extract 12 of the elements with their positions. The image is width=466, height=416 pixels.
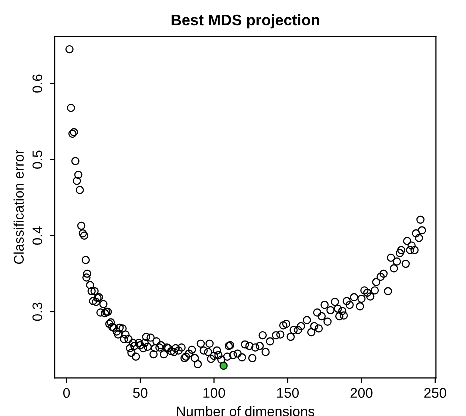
x-tick-label: 250 xyxy=(424,388,446,398)
y-tick-label: 0.6 xyxy=(32,74,43,93)
x-tick-label: 50 xyxy=(133,388,148,398)
y-axis-title: Classification error xyxy=(14,150,24,264)
x-tick-label: 200 xyxy=(350,388,373,398)
x-tick-label: 100 xyxy=(204,388,226,398)
y-tick-label: 0.3 xyxy=(32,302,43,322)
x-tick-label: 150 xyxy=(277,388,300,398)
y-tick-label: 0.5 xyxy=(32,150,43,169)
y-tick-label: 0.4 xyxy=(32,226,43,246)
chart-title: Best MDS projection xyxy=(172,14,320,29)
x-tick-label: 0 xyxy=(63,388,70,398)
